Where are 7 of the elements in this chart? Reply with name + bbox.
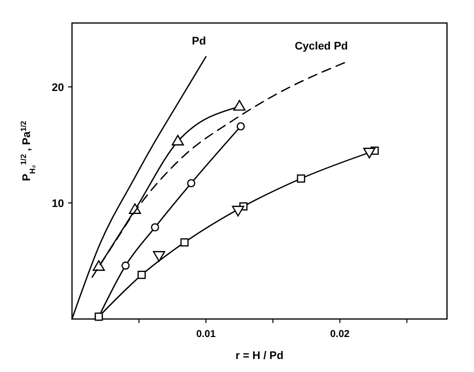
x-tick-label: 0.01 [196,329,216,340]
x-axis-title: r = H / Pd [236,350,284,362]
series-label: Pd [192,36,206,48]
y-tick-label: 10 [52,198,64,210]
x-tick-label: 0.02 [330,329,350,340]
y-tick-label: 20 [52,82,64,94]
series-label: Cycled Pd [294,40,348,52]
